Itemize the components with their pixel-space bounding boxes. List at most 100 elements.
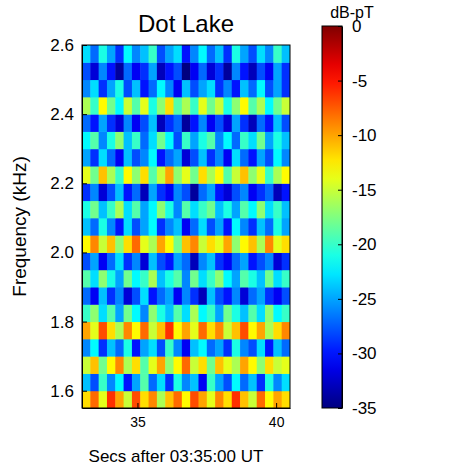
cell <box>174 339 183 357</box>
y-tick: 1.6 <box>50 382 87 401</box>
cell <box>124 97 133 115</box>
cell <box>107 131 116 149</box>
cell <box>240 97 249 115</box>
cell <box>140 166 149 184</box>
cell <box>223 201 232 219</box>
cell <box>182 322 191 340</box>
cell <box>149 131 158 149</box>
cell <box>107 287 116 305</box>
cell <box>90 201 99 219</box>
cell <box>132 97 141 115</box>
cell <box>182 391 191 408</box>
y-axis-line <box>82 46 83 409</box>
cell <box>99 270 108 288</box>
cell <box>182 149 191 167</box>
cell <box>215 252 224 270</box>
cell <box>140 201 149 219</box>
cell <box>198 339 207 357</box>
cell <box>240 322 249 340</box>
x-tick-label: 35 <box>130 414 146 430</box>
cell <box>99 252 108 270</box>
cell <box>90 304 99 322</box>
cell <box>99 183 108 201</box>
cell <box>273 201 282 219</box>
cell <box>273 114 282 132</box>
colorbar-tick: -15 <box>338 181 377 200</box>
cell <box>107 218 116 236</box>
cell <box>190 131 199 149</box>
cell <box>248 270 257 288</box>
cell <box>198 97 207 115</box>
cell <box>149 356 158 374</box>
cell <box>82 391 91 408</box>
cell <box>273 45 282 63</box>
cell <box>282 339 290 357</box>
cell <box>282 149 290 167</box>
cell <box>99 62 108 80</box>
cell <box>257 114 266 132</box>
cell <box>265 339 274 357</box>
cell <box>257 373 266 391</box>
cell <box>248 356 257 374</box>
cell <box>157 80 166 98</box>
cell <box>223 114 232 132</box>
colorbar-tick-label: -35 <box>352 399 377 418</box>
cell <box>240 183 249 201</box>
cell <box>174 149 183 167</box>
cell <box>265 45 274 63</box>
cell <box>182 183 191 201</box>
cell <box>215 149 224 167</box>
cell <box>140 45 149 63</box>
cell <box>257 201 266 219</box>
cell <box>99 287 108 305</box>
cell <box>273 235 282 253</box>
cell <box>165 131 174 149</box>
y-tick: 2.2 <box>50 174 87 193</box>
y-tick-mark <box>82 45 87 46</box>
cell <box>273 166 282 184</box>
cell <box>182 201 191 219</box>
cell <box>215 97 224 115</box>
cell <box>174 218 183 236</box>
cell <box>107 166 116 184</box>
cell <box>157 287 166 305</box>
colorbar-axis: 0-5-10-15-20-25-30-35 <box>338 17 377 418</box>
cell <box>223 270 232 288</box>
cell <box>174 322 183 340</box>
colorbar-tick: -25 <box>338 290 377 309</box>
cell <box>198 252 207 270</box>
cell <box>232 97 241 115</box>
cell <box>232 235 241 253</box>
cell <box>149 183 158 201</box>
cell <box>82 62 91 80</box>
cell <box>140 322 149 340</box>
cell <box>132 218 141 236</box>
cell <box>99 201 108 219</box>
cell <box>115 339 124 357</box>
cell <box>82 218 91 236</box>
cell <box>190 97 199 115</box>
cell <box>157 391 166 408</box>
cell <box>232 304 241 322</box>
cell <box>174 80 183 98</box>
cell <box>282 322 290 340</box>
cell <box>165 166 174 184</box>
cell <box>240 304 249 322</box>
cell <box>198 166 207 184</box>
cell <box>174 373 183 391</box>
cell <box>240 235 249 253</box>
cell <box>140 339 149 357</box>
cell <box>248 97 257 115</box>
cell <box>157 149 166 167</box>
y-tick: 2.0 <box>50 243 87 262</box>
cell <box>140 114 149 132</box>
cell <box>207 322 216 340</box>
cell <box>115 201 124 219</box>
cell <box>165 183 174 201</box>
cell <box>265 149 274 167</box>
cell <box>273 391 282 408</box>
cell <box>132 339 141 357</box>
cell <box>174 270 183 288</box>
cell <box>207 149 216 167</box>
cell <box>265 183 274 201</box>
